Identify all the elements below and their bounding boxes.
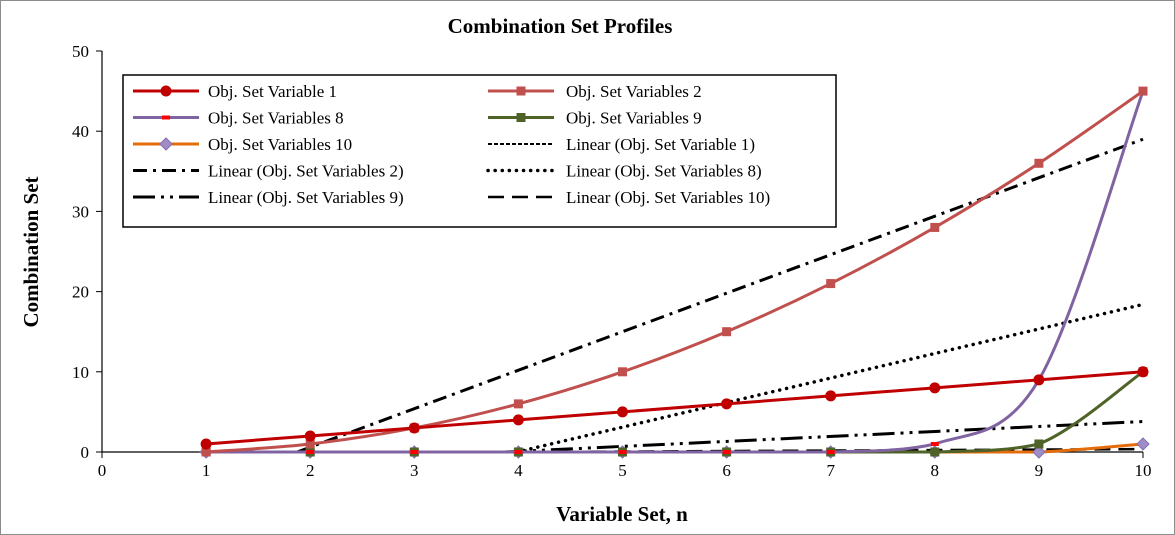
legend-label: Obj. Set Variables 8 [208, 109, 344, 128]
data-point [930, 222, 940, 232]
data-point [201, 447, 211, 457]
data-point [618, 450, 627, 454]
x-tick-label: 2 [306, 461, 315, 480]
legend-item: Obj. Set Variables 10 [133, 135, 352, 154]
legend-label: Obj. Set Variables 9 [566, 109, 702, 128]
series-line [205, 89, 1144, 454]
y-tick-label: 50 [72, 42, 89, 61]
data-point [1136, 437, 1150, 451]
data-point [1034, 439, 1044, 449]
data-point [1032, 445, 1046, 459]
x-tick-label: 7 [826, 461, 835, 480]
legend-label: Linear (Obj. Set Variables 8) [566, 162, 762, 181]
y-tick-label: 30 [72, 202, 89, 221]
legend-item: Obj. Set Variables 9 [488, 109, 702, 128]
data-point [410, 450, 419, 454]
series-1 [200, 366, 1149, 450]
series-4 [201, 367, 1148, 457]
x-axis-label: Variable Set, n [556, 502, 688, 526]
data-point [617, 406, 628, 418]
data-point [513, 399, 523, 409]
x-tick-label: 5 [618, 461, 627, 480]
legend-label: Linear (Obj. Set Variable 1) [566, 135, 755, 154]
x-tick-label: 1 [202, 461, 211, 480]
legend-item: Linear (Obj. Set Variables 2) [133, 162, 404, 181]
legend-marker [159, 137, 173, 151]
legend-marker [162, 115, 170, 120]
x-tick-label: 8 [931, 461, 940, 480]
legend-item: Linear (Obj. Set Variables 8) [486, 162, 762, 181]
data-point [408, 422, 420, 434]
data-point [826, 450, 835, 454]
data-point [1137, 366, 1149, 378]
data-point [930, 447, 940, 457]
x-tick-label: 3 [410, 461, 419, 480]
legend-label: Obj. Set Variable 1 [208, 82, 337, 101]
series-line [205, 370, 1144, 446]
data-point [825, 390, 837, 402]
x-tick-label: 9 [1035, 461, 1044, 480]
legend-item: Linear (Obj. Set Variables 9) [133, 188, 404, 207]
legend-marker [516, 113, 526, 122]
y-tick-label: 20 [72, 283, 89, 302]
data-point [930, 441, 939, 446]
data-point [722, 327, 732, 337]
data-point [512, 414, 524, 426]
y-tick-label: 10 [72, 363, 89, 382]
legend-item: Linear (Obj. Set Variables 10) [488, 188, 770, 207]
legend-item: Obj. Set Variables 8 [133, 109, 344, 128]
legend-box [122, 74, 837, 228]
legend-item: Obj. Set Variable 1 [133, 82, 337, 101]
x-tick-label: 6 [722, 461, 731, 480]
trendline-3 [515, 302, 1145, 454]
trendline-4 [504, 420, 1144, 454]
x-tick-label: 0 [98, 461, 107, 480]
data-point [721, 398, 733, 410]
data-point [618, 367, 627, 377]
data-point [200, 438, 212, 450]
x-tick-label: 4 [514, 461, 523, 480]
legend-label: Obj. Set Variables 2 [566, 82, 702, 101]
y-tick-label: 40 [72, 122, 89, 141]
legend-label: Linear (Obj. Set Variables 10) [566, 188, 770, 207]
legend-item: Obj. Set Variables 2 [488, 82, 702, 101]
legend: Obj. Set Variable 1 Obj. Set Variables 2 O… [122, 74, 837, 228]
chart-title: Combination Set Profiles [448, 14, 673, 38]
data-point [305, 439, 315, 449]
legend-item: Linear (Obj. Set Variable 1) [488, 135, 755, 154]
data-point [306, 450, 315, 454]
y-tick-label: 0 [81, 443, 90, 462]
series-layer [199, 86, 1150, 459]
data-point [929, 382, 941, 394]
legend-label: Obj. Set Variables 10 [208, 135, 352, 154]
data-point [1138, 86, 1148, 96]
data-point [1033, 374, 1045, 386]
data-point [722, 450, 731, 454]
data-point [304, 430, 316, 442]
data-point [1034, 158, 1044, 168]
legend-marker [516, 86, 526, 96]
trendline-2 [296, 137, 1144, 454]
x-tick-label: 10 [1135, 461, 1152, 480]
legend-label: Linear (Obj. Set Variables 9) [208, 188, 404, 207]
data-point [826, 279, 836, 289]
legend-label: Linear (Obj. Set Variables 2) [208, 162, 404, 181]
legend-marker [160, 85, 172, 97]
data-point [514, 450, 523, 454]
y-axis-label: Combination Set [19, 176, 43, 327]
